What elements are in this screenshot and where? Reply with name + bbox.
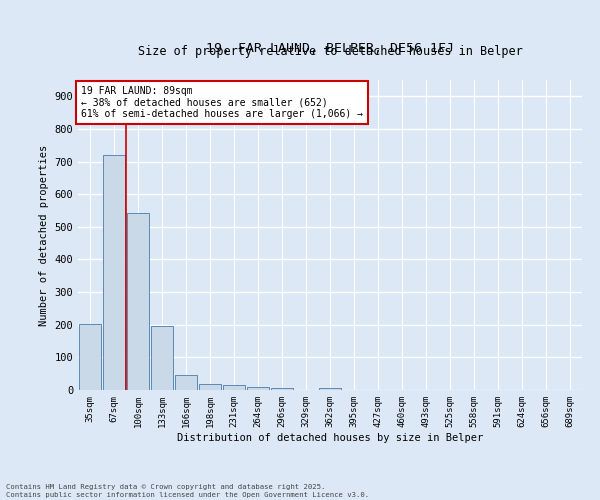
Text: 19 FAR LAUND: 89sqm
← 38% of detached houses are smaller (652)
61% of semi-detac: 19 FAR LAUND: 89sqm ← 38% of detached ho… (81, 86, 363, 119)
Y-axis label: Number of detached properties: Number of detached properties (39, 144, 49, 326)
Bar (175, 376, 197, 390)
Bar (247, 386, 269, 390)
Bar (271, 388, 293, 390)
Text: Contains HM Land Registry data © Crown copyright and database right 2025.
Contai: Contains HM Land Registry data © Crown c… (6, 484, 369, 498)
Bar (199, 384, 221, 390)
Bar (319, 388, 341, 390)
Bar (127, 213, 149, 390)
Bar (79, 324, 101, 390)
Text: 19, FAR LAUND, BELPER, DE56 1FJ: 19, FAR LAUND, BELPER, DE56 1FJ (206, 42, 454, 55)
Bar (223, 386, 245, 390)
Title: Size of property relative to detached houses in Belper: Size of property relative to detached ho… (137, 45, 523, 58)
Bar (103, 155, 125, 390)
X-axis label: Distribution of detached houses by size in Belper: Distribution of detached houses by size … (177, 432, 483, 442)
Bar (151, 326, 173, 390)
